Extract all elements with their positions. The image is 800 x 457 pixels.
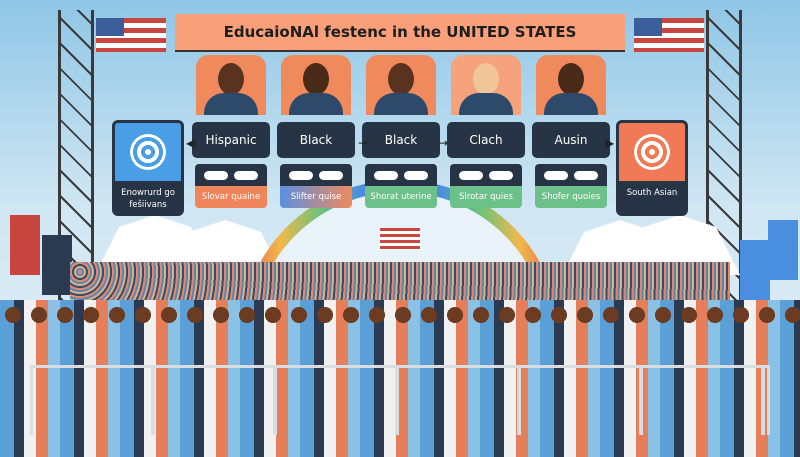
- stage-flag: [380, 228, 420, 250]
- pill-button[interactable]: [544, 170, 568, 180]
- crowd-heads: [0, 300, 800, 330]
- pole-flag: [768, 220, 798, 280]
- card-caption: Slrotar quies: [450, 186, 522, 208]
- portrait: [451, 55, 521, 115]
- left-card[interactable]: Enowrurd go fešiivans: [112, 120, 184, 216]
- card-caption: Slovar quaine: [195, 186, 267, 208]
- arrow-right-icon: ▶: [605, 136, 615, 150]
- card-label[interactable]: Black: [277, 122, 355, 158]
- barrier-fence: [30, 365, 770, 435]
- us-flag-left: [96, 18, 166, 52]
- pill-button[interactable]: [234, 170, 258, 180]
- arrow-left-icon: ◀: [186, 136, 196, 150]
- arrow-right-icon: →: [438, 136, 449, 150]
- card-label[interactable]: Black: [362, 122, 440, 158]
- pill-button[interactable]: [574, 170, 598, 180]
- pill-button[interactable]: [404, 170, 428, 180]
- right-card[interactable]: South Asian: [616, 120, 688, 216]
- card-buttons[interactable]: [195, 164, 267, 186]
- card-label[interactable]: Clach: [447, 122, 525, 158]
- arrow-right-icon: →: [358, 136, 369, 150]
- pill-button[interactable]: [204, 170, 228, 180]
- pill-button[interactable]: [319, 170, 343, 180]
- card-caption: Slifter quise: [280, 186, 352, 208]
- card-caption: Shorat uterine: [365, 186, 437, 208]
- target-icon: [634, 134, 670, 170]
- pole-flag: [10, 215, 40, 275]
- portrait: [281, 55, 351, 115]
- card-buttons[interactable]: [280, 164, 352, 186]
- right-card-text: South Asian: [626, 188, 678, 198]
- pill-button[interactable]: [489, 170, 513, 180]
- card-buttons[interactable]: [365, 164, 437, 186]
- festival-banner: EducaioNAl festenc in the UNITED STATES: [175, 14, 625, 52]
- card-label[interactable]: Ausin: [532, 122, 610, 158]
- pill-button[interactable]: [289, 170, 313, 180]
- portrait: [196, 55, 266, 115]
- pole-flag: [740, 240, 770, 300]
- target-icon: [130, 134, 166, 170]
- portrait: [536, 55, 606, 115]
- pole-flag: [42, 235, 72, 295]
- portrait: [366, 55, 436, 115]
- us-flag-right: [634, 18, 704, 52]
- left-card-text: Enowrurd go fešiivans: [121, 188, 175, 210]
- card-buttons[interactable]: [450, 164, 522, 186]
- pill-button[interactable]: [459, 170, 483, 180]
- card-buttons[interactable]: [535, 164, 607, 186]
- card-label[interactable]: Hispanic: [192, 122, 270, 158]
- pill-button[interactable]: [374, 170, 398, 180]
- card-caption: Shofer quoies: [535, 186, 607, 208]
